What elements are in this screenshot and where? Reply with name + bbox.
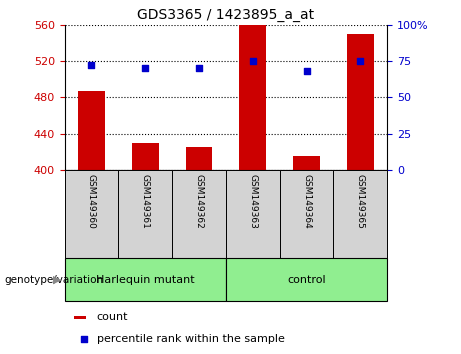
Text: Harlequin mutant: Harlequin mutant	[96, 275, 195, 285]
Bar	[185, 147, 213, 170]
Text: count: count	[97, 312, 128, 322]
Bar	[293, 156, 320, 170]
Point	[88, 63, 95, 68]
Text: GSM149363: GSM149363	[248, 174, 257, 229]
Title: GDS3365 / 1423895_a_at: GDS3365 / 1423895_a_at	[137, 8, 314, 22]
Text: GSM149362: GSM149362	[195, 174, 203, 229]
Text: control: control	[287, 275, 326, 285]
Bar	[347, 34, 374, 170]
Point	[357, 58, 364, 64]
Text: percentile rank within the sample: percentile rank within the sample	[97, 334, 285, 344]
Text: ▶: ▶	[53, 275, 61, 285]
Text: GSM149361: GSM149361	[141, 174, 150, 229]
Text: GSM149364: GSM149364	[302, 174, 311, 229]
Bar	[226, 258, 387, 301]
Point	[303, 68, 310, 74]
Text: genotype/variation: genotype/variation	[5, 275, 104, 285]
Text: GSM149365: GSM149365	[356, 174, 365, 229]
Point	[195, 65, 203, 71]
Bar	[132, 143, 159, 170]
Point	[249, 58, 256, 64]
Bar	[280, 170, 333, 258]
Point	[142, 65, 149, 71]
Bar	[239, 25, 266, 170]
Point	[80, 336, 88, 342]
Bar	[333, 170, 387, 258]
Bar	[226, 170, 280, 258]
Bar	[172, 170, 226, 258]
Bar	[65, 170, 118, 258]
Text: GSM149360: GSM149360	[87, 174, 96, 229]
Bar	[74, 316, 86, 319]
Bar	[78, 91, 105, 170]
Bar	[118, 170, 172, 258]
Bar	[65, 258, 226, 301]
